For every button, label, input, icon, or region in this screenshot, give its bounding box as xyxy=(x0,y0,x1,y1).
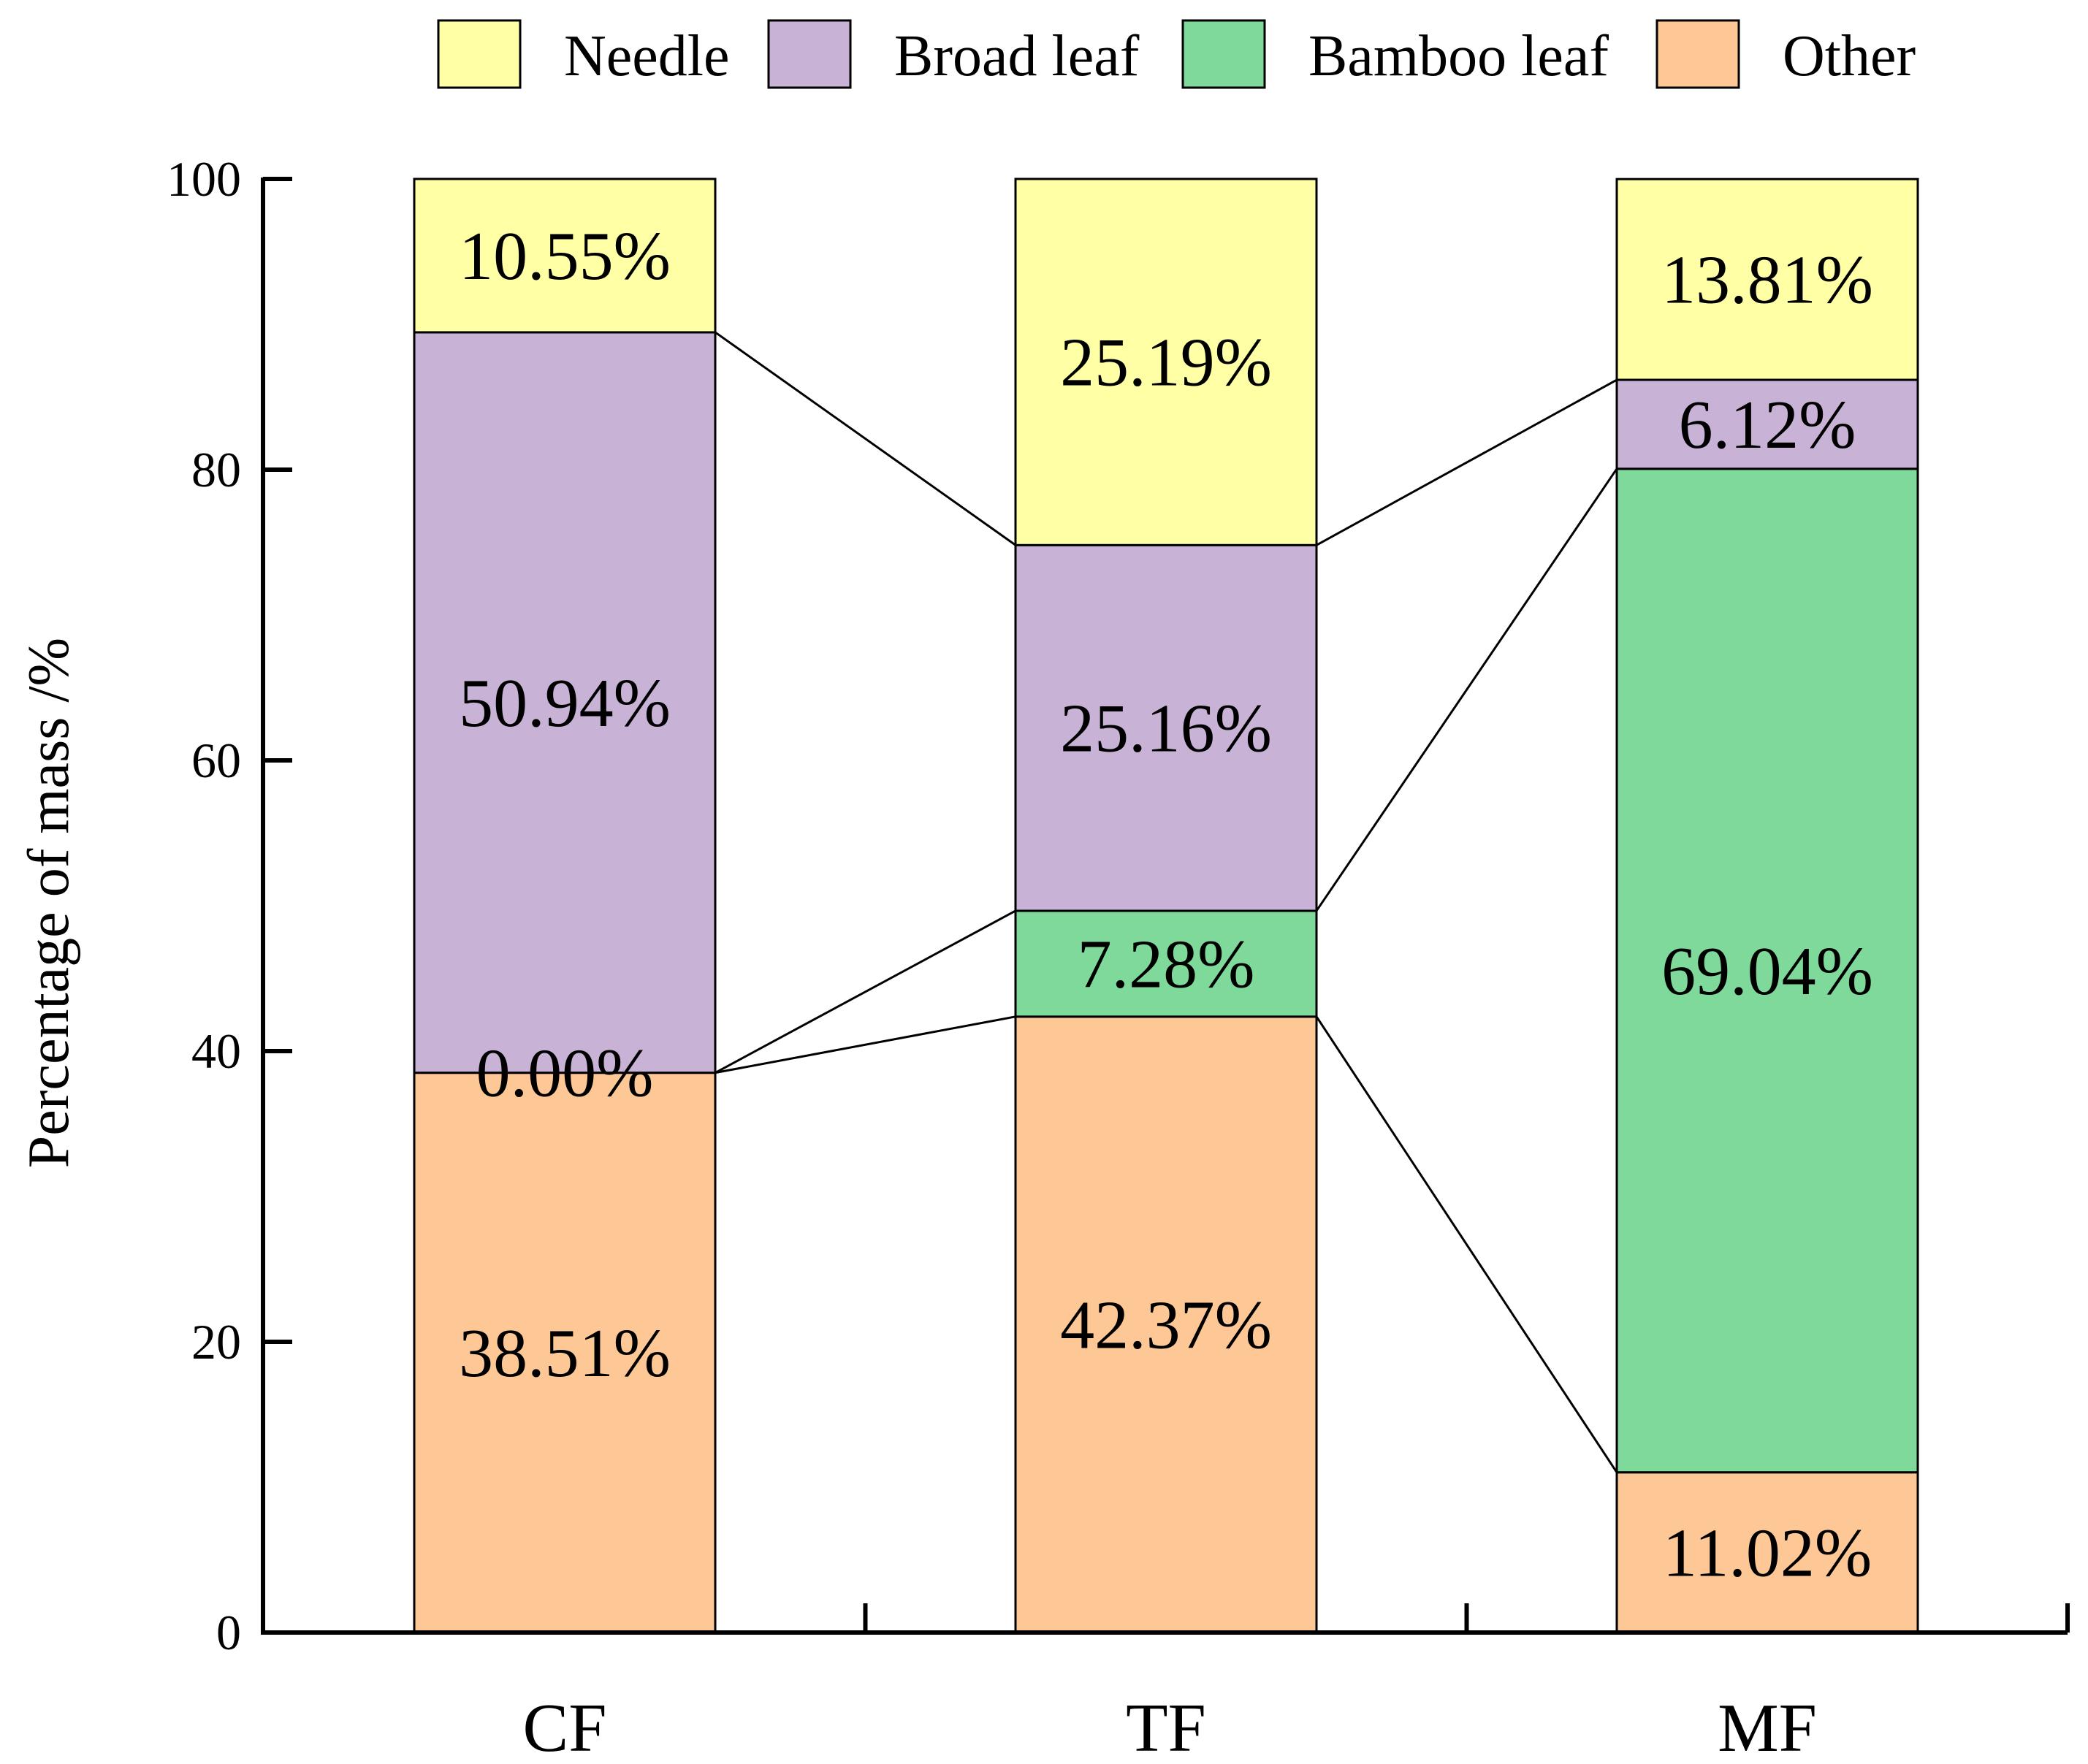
bar-tf-bamboo-leaf xyxy=(1014,909,1318,1018)
legend-swatch-broad-leaf xyxy=(767,19,852,89)
data-label-cf-broad-leaf: 50.94% xyxy=(459,665,671,741)
legend-swatch-other xyxy=(1655,19,1740,89)
x-tick-label-mf: MF xyxy=(1718,1690,1817,1764)
bar-cf-needle xyxy=(413,177,717,334)
legend: Needle Broad leaf Bamboo leaf Other xyxy=(437,19,1916,89)
data-label-tf-needle: 25.19% xyxy=(1060,325,1272,401)
data-label-tf-bamboo-leaf: 7.28% xyxy=(1078,926,1255,1002)
bar-mf-bamboo-leaf xyxy=(1615,467,1919,1474)
data-label-tf-other: 42.37% xyxy=(1060,1287,1272,1363)
data-label-mf-other: 11.02% xyxy=(1663,1515,1872,1591)
bar-cf-broad-leaf xyxy=(413,331,717,1074)
data-label-mf-broad-leaf: 6.12% xyxy=(1679,387,1856,463)
y-axis-title: Percentage of mass /% xyxy=(17,638,81,1168)
bar-cf-other xyxy=(413,1072,717,1634)
connector-tf-mf-3 xyxy=(1316,378,1618,546)
data-label-tf-broad-leaf: 25.16% xyxy=(1060,691,1272,767)
legend-label-bamboo-leaf: Bamboo leaf xyxy=(1308,24,1609,88)
data-label-mf-bamboo-leaf: 69.04% xyxy=(1661,933,1873,1009)
y-tick-label-80: 80 xyxy=(191,442,241,497)
legend-label-needle: Needle xyxy=(564,24,730,88)
bar-mf-needle xyxy=(1615,177,1919,381)
y-tick-label-40: 40 xyxy=(191,1023,241,1079)
data-label-cf-other: 38.51% xyxy=(459,1316,671,1391)
connector-cf-tf-3 xyxy=(715,331,1016,546)
axes: 0 20 40 60 80 100 CF TF MF xyxy=(167,151,2070,1764)
connector-tf-mf-1 xyxy=(1315,1016,1618,1473)
x-tick-label-tf: TF xyxy=(1126,1690,1206,1764)
data-label-cf-needle: 10.55% xyxy=(459,218,671,294)
y-tick-label-20: 20 xyxy=(191,1314,241,1370)
connector-tf-mf-2 xyxy=(1315,467,1618,912)
bars xyxy=(413,177,1919,1634)
data-label-cf-bamboo-leaf: 0.00% xyxy=(476,1036,654,1112)
segment-labels: 38.51% 0.00% 50.94% 10.55% 42.37% 7.28% 25.16%… xyxy=(459,218,1873,1591)
connector-cf-tf-2 xyxy=(715,909,1016,1074)
legend-label-other: Other xyxy=(1783,24,1916,88)
bar-mf-other xyxy=(1615,1471,1919,1634)
connector-lines xyxy=(715,331,1618,1473)
connector-cf-tf-1 xyxy=(715,1015,1016,1074)
legend-label-broad-leaf: Broad leaf xyxy=(894,24,1140,88)
bar-tf-needle xyxy=(1014,177,1318,546)
bar-mf-broad-leaf xyxy=(1615,378,1919,470)
bar-tf-broad-leaf xyxy=(1014,543,1318,912)
legend-swatch-needle xyxy=(437,19,522,89)
y-tick-label-0: 0 xyxy=(216,1605,241,1660)
data-label-mf-needle: 13.81% xyxy=(1661,243,1873,318)
x-tick-label-cf: CF xyxy=(523,1690,607,1764)
y-tick-label-100: 100 xyxy=(167,151,241,207)
legend-swatch-bamboo-leaf xyxy=(1181,19,1266,89)
y-tick-label-60: 60 xyxy=(191,733,241,788)
